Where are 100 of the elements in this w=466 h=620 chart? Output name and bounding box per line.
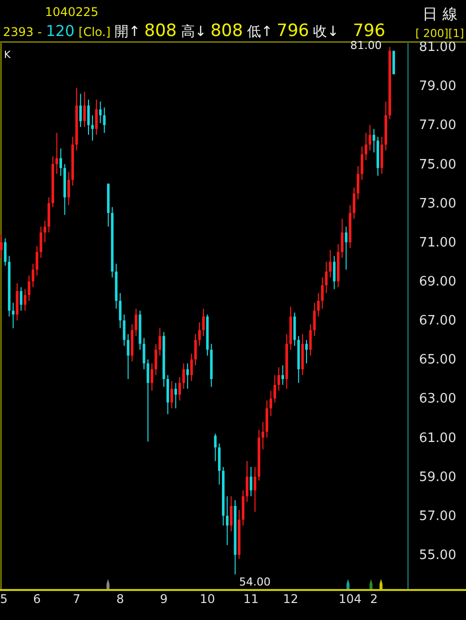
candlestick bbox=[340, 218, 344, 258]
candlestick bbox=[356, 166, 360, 200]
candlestick bbox=[317, 292, 320, 317]
candlestick bbox=[277, 366, 280, 392]
text: 低↑ bbox=[246, 24, 273, 40]
y-tick-label: 61.00 bbox=[419, 430, 456, 446]
candlestick bbox=[332, 255, 336, 290]
y-tick-label: 77.00 bbox=[419, 118, 456, 134]
candlestick bbox=[218, 442, 221, 486]
y-tick-label: 73.00 bbox=[419, 196, 456, 212]
text: 1040225 bbox=[45, 5, 98, 19]
x-tick-label: 5 bbox=[0, 592, 8, 606]
candlestick bbox=[344, 226, 348, 270]
candlestick bbox=[178, 376, 181, 402]
text: 2393 bbox=[3, 25, 34, 39]
text: 796 bbox=[352, 21, 386, 41]
y-tick-label: 65.00 bbox=[419, 352, 456, 368]
candlestick bbox=[190, 353, 193, 382]
candlestick bbox=[270, 390, 272, 417]
annotation: 81.00 bbox=[350, 38, 382, 52]
candlestick bbox=[230, 496, 232, 532]
candlestick bbox=[146, 358, 150, 442]
text: 808 bbox=[144, 21, 177, 41]
candlestick bbox=[44, 220, 46, 243]
text: - bbox=[38, 25, 42, 39]
candlestick bbox=[67, 171, 70, 206]
candlestick bbox=[150, 362, 154, 392]
candlestick bbox=[48, 196, 50, 233]
x-tick-label: 7 bbox=[72, 592, 80, 606]
y-tick-label: 63.00 bbox=[419, 392, 456, 407]
candlestick bbox=[118, 292, 122, 329]
candlestick bbox=[329, 250, 332, 278]
text: 高↓ bbox=[180, 24, 206, 40]
candlestick bbox=[360, 146, 364, 180]
candlestick bbox=[36, 246, 38, 276]
candlestick bbox=[91, 114, 94, 142]
x-tick-label: 2 bbox=[370, 592, 378, 606]
candlestick bbox=[262, 421, 264, 450]
candlestick bbox=[309, 324, 312, 356]
candlestick bbox=[28, 274, 30, 302]
candlestick bbox=[313, 302, 316, 337]
x-tick-label: 11 bbox=[243, 592, 259, 606]
candlestick bbox=[352, 187, 356, 220]
candlestick bbox=[126, 334, 130, 380]
candlestick bbox=[170, 380, 174, 409]
candlestick bbox=[182, 362, 185, 390]
candlestick bbox=[158, 328, 162, 356]
text: [ 200][1] bbox=[415, 27, 464, 40]
x-tick-label: 6 bbox=[33, 592, 41, 606]
x-tick-label: 12 bbox=[283, 592, 298, 606]
candlestick bbox=[325, 261, 328, 294]
candlestick bbox=[16, 282, 18, 321]
candlestick bbox=[32, 263, 34, 288]
candlestick bbox=[20, 286, 22, 312]
candlestick bbox=[154, 343, 158, 376]
x-tick-label: 104 bbox=[338, 592, 362, 606]
candlestick bbox=[246, 460, 248, 503]
candlestick bbox=[12, 302, 14, 329]
candlestick bbox=[122, 314, 126, 346]
candlestick bbox=[79, 93, 82, 128]
candlestick bbox=[380, 136, 384, 174]
candlestick bbox=[95, 99, 98, 136]
y-tick-label: 57.00 bbox=[419, 508, 456, 524]
candlestick bbox=[214, 433, 217, 462]
candlestick bbox=[40, 226, 42, 258]
candlestick bbox=[281, 364, 284, 386]
x-tick-label: 9 bbox=[160, 592, 168, 606]
candlestick bbox=[202, 308, 205, 337]
candlestick bbox=[103, 106, 106, 134]
candlestick bbox=[142, 337, 146, 370]
y-tick-label: 79.00 bbox=[419, 79, 456, 94]
annotation: 54.00 bbox=[239, 575, 271, 588]
candlestick bbox=[4, 238, 7, 266]
y-tick-label: 71.00 bbox=[419, 235, 456, 250]
candlestick bbox=[59, 148, 62, 176]
y-tick-label: 67.00 bbox=[419, 314, 456, 329]
text: 120 bbox=[46, 22, 75, 40]
y-tick-label: 81.00 bbox=[419, 40, 456, 56]
text: 收↓ bbox=[313, 24, 339, 40]
x-tick-label: 10 bbox=[200, 592, 216, 606]
text: 796 bbox=[276, 21, 310, 41]
candlestick bbox=[321, 276, 324, 310]
candlestick bbox=[99, 101, 102, 124]
candlestick bbox=[274, 374, 276, 403]
y-tick-label: 75.00 bbox=[419, 157, 456, 172]
candlestick bbox=[242, 490, 244, 526]
text: 日 線 bbox=[422, 5, 458, 23]
candlestick bbox=[254, 466, 256, 512]
annotation: K bbox=[4, 50, 11, 61]
candlestick bbox=[174, 382, 177, 409]
candlestick bbox=[368, 124, 372, 151]
candlestick bbox=[186, 362, 189, 390]
candlestick bbox=[134, 308, 138, 337]
candlestick bbox=[87, 99, 90, 136]
text: 開↑ bbox=[114, 24, 140, 40]
candlestick bbox=[166, 374, 170, 415]
candlestick bbox=[372, 128, 376, 153]
y-tick-label: 55.00 bbox=[419, 548, 456, 563]
candlestick bbox=[266, 400, 268, 438]
y-tick-label: 69.00 bbox=[419, 274, 456, 290]
